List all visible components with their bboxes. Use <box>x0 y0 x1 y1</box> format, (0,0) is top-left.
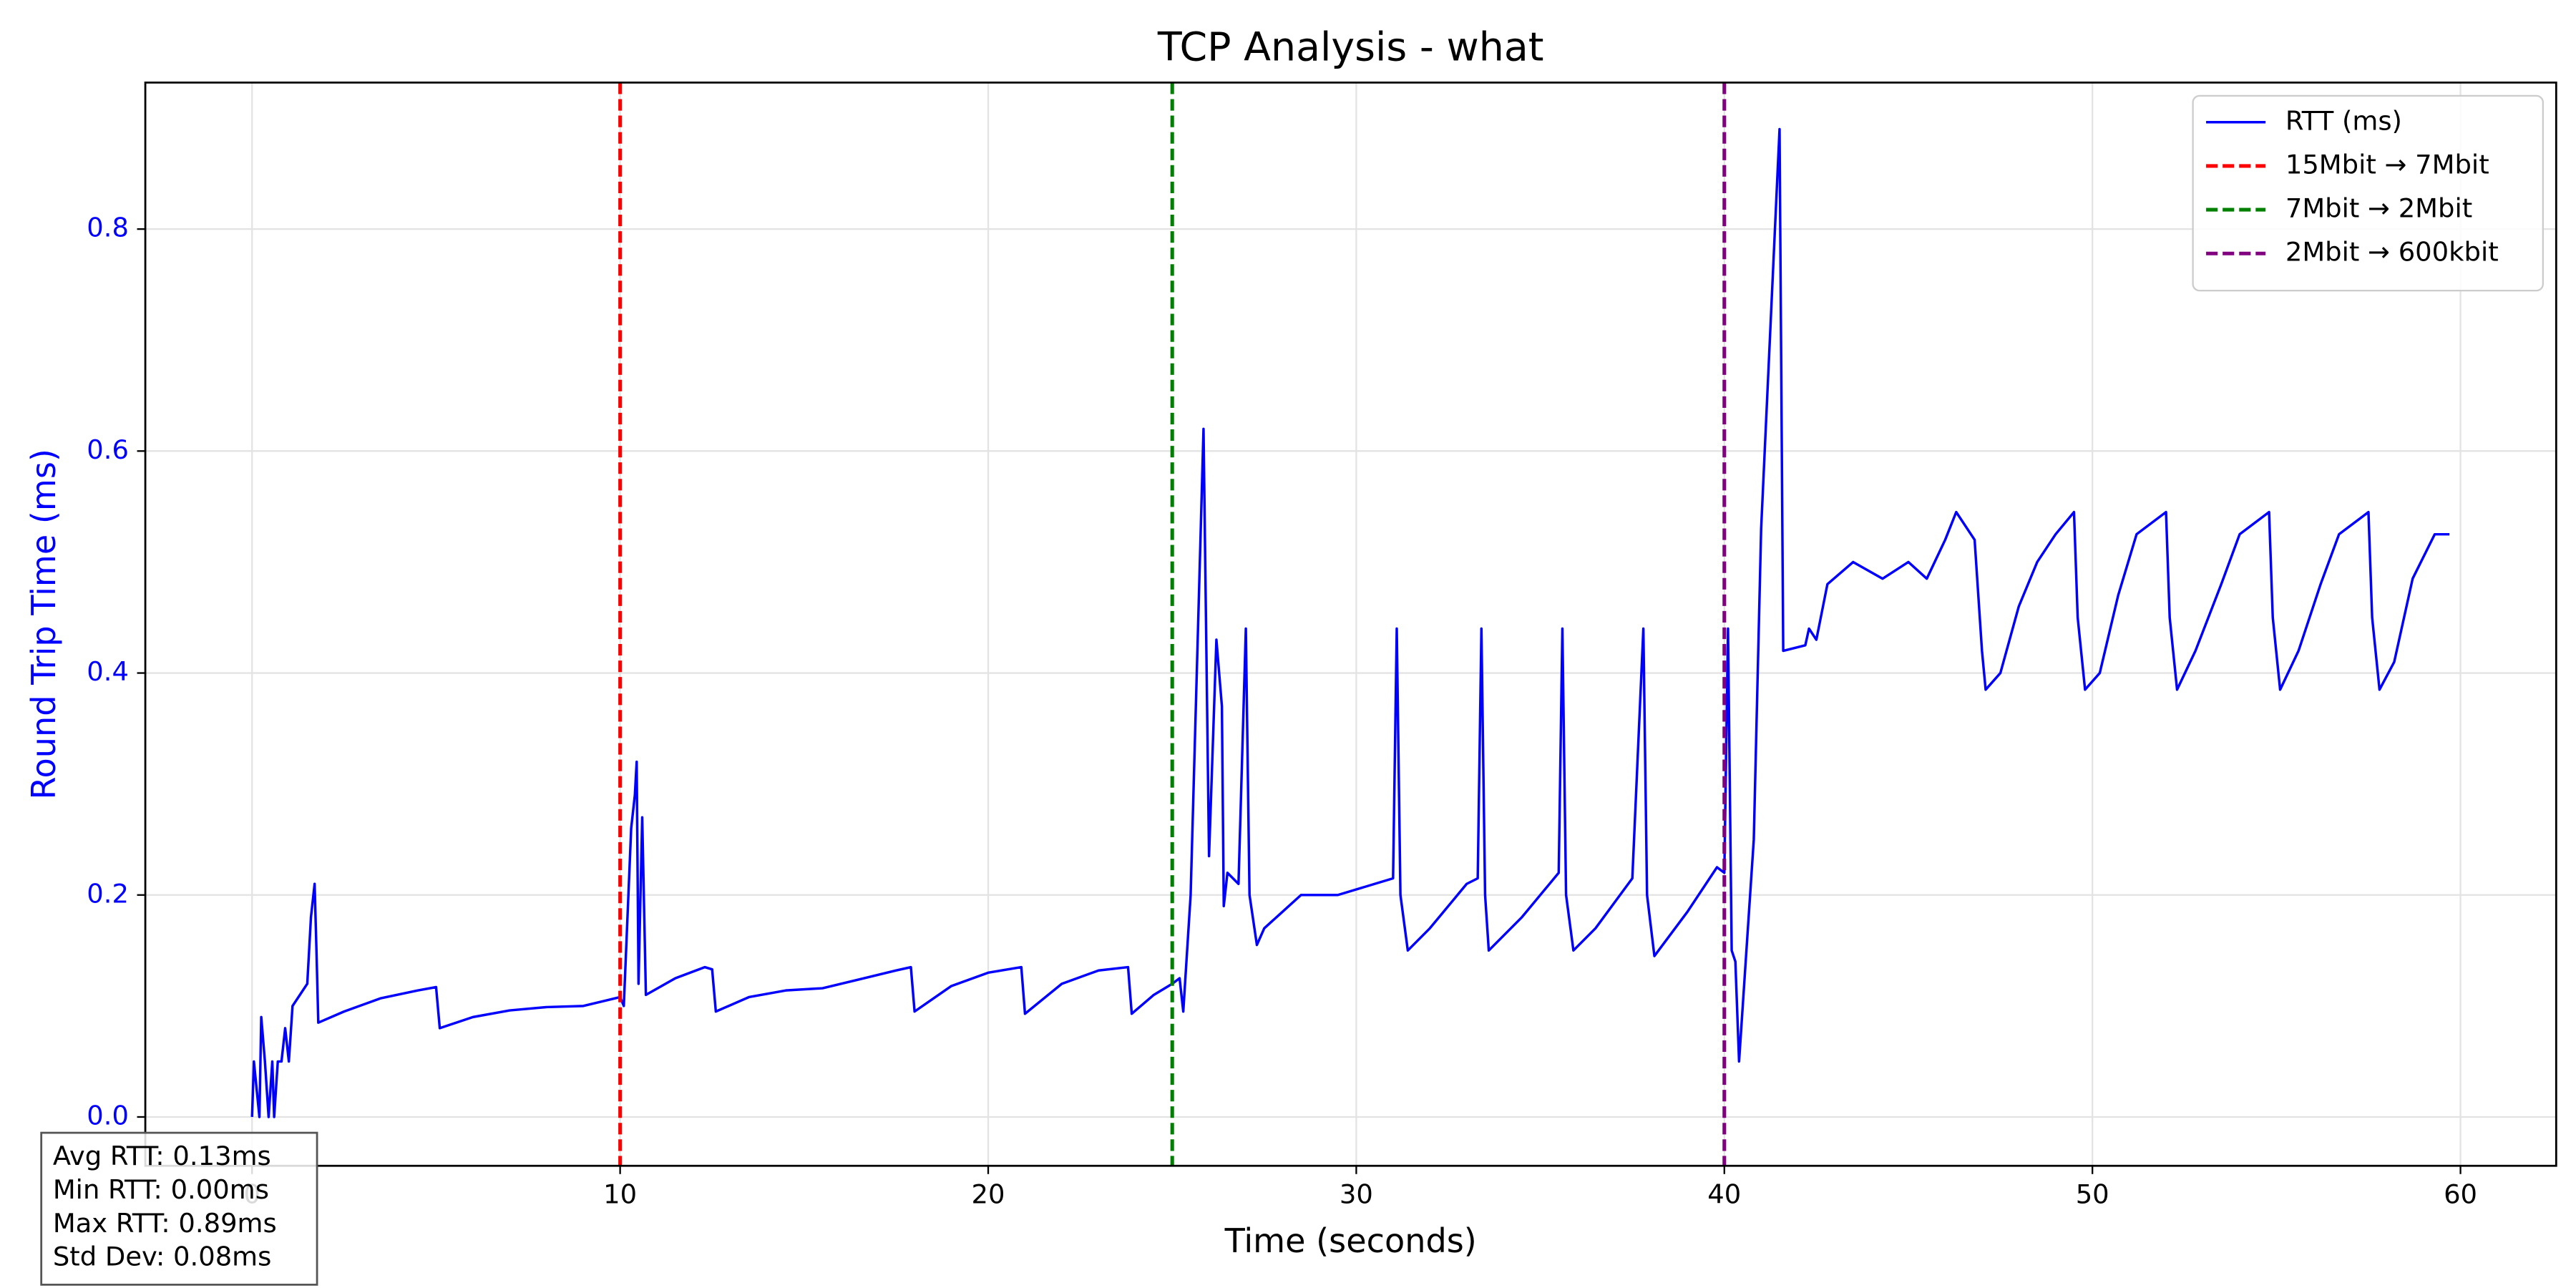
x-axis-label: Time (seconds) <box>1224 1221 1477 1260</box>
y-axis-label: Round Trip Time (ms) <box>24 449 63 799</box>
x-tick-label: 10 <box>603 1179 637 1209</box>
y-tick-label: 0.6 <box>87 434 129 465</box>
y-tick-label: 0.8 <box>87 213 129 243</box>
legend: RTT (ms) 15Mbit → 7Mbit 7Mbit → 2Mbit 2Mbit… <box>2192 94 2544 292</box>
legend-label: 2Mbit → 600kbit <box>2285 237 2499 268</box>
x-tick-label: 20 <box>972 1179 1005 1209</box>
plot-frame <box>144 82 2557 1167</box>
legend-label: 15Mbit → 7Mbit <box>2285 149 2489 180</box>
stats-line: Min RTT: 0.00ms <box>53 1174 269 1205</box>
stats-line: Avg RTT: 0.13ms <box>53 1141 271 1171</box>
legend-label: 7Mbit → 2Mbit <box>2285 193 2472 224</box>
stats-frame <box>40 1131 318 1286</box>
legend-box <box>2192 94 2544 292</box>
x-tick-label: 60 <box>2444 1179 2477 1209</box>
x-tick-label: 40 <box>1707 1179 1741 1209</box>
y-tick-label: 0.4 <box>87 656 129 687</box>
stats-line: Max RTT: 0.89ms <box>53 1208 277 1239</box>
legend-label: RTT (ms) <box>2285 105 2402 136</box>
stats-line: Std Dev: 0.08ms <box>53 1241 272 1272</box>
x-tick-label: 50 <box>2076 1179 2109 1209</box>
y-tick-label: 0.2 <box>87 878 129 909</box>
y-tick-label: 0.0 <box>87 1100 129 1131</box>
x-tick-label: 30 <box>1340 1179 1373 1209</box>
chart-title: TCP Analysis - what <box>1157 24 1544 70</box>
rtt-line <box>250 127 2450 1118</box>
